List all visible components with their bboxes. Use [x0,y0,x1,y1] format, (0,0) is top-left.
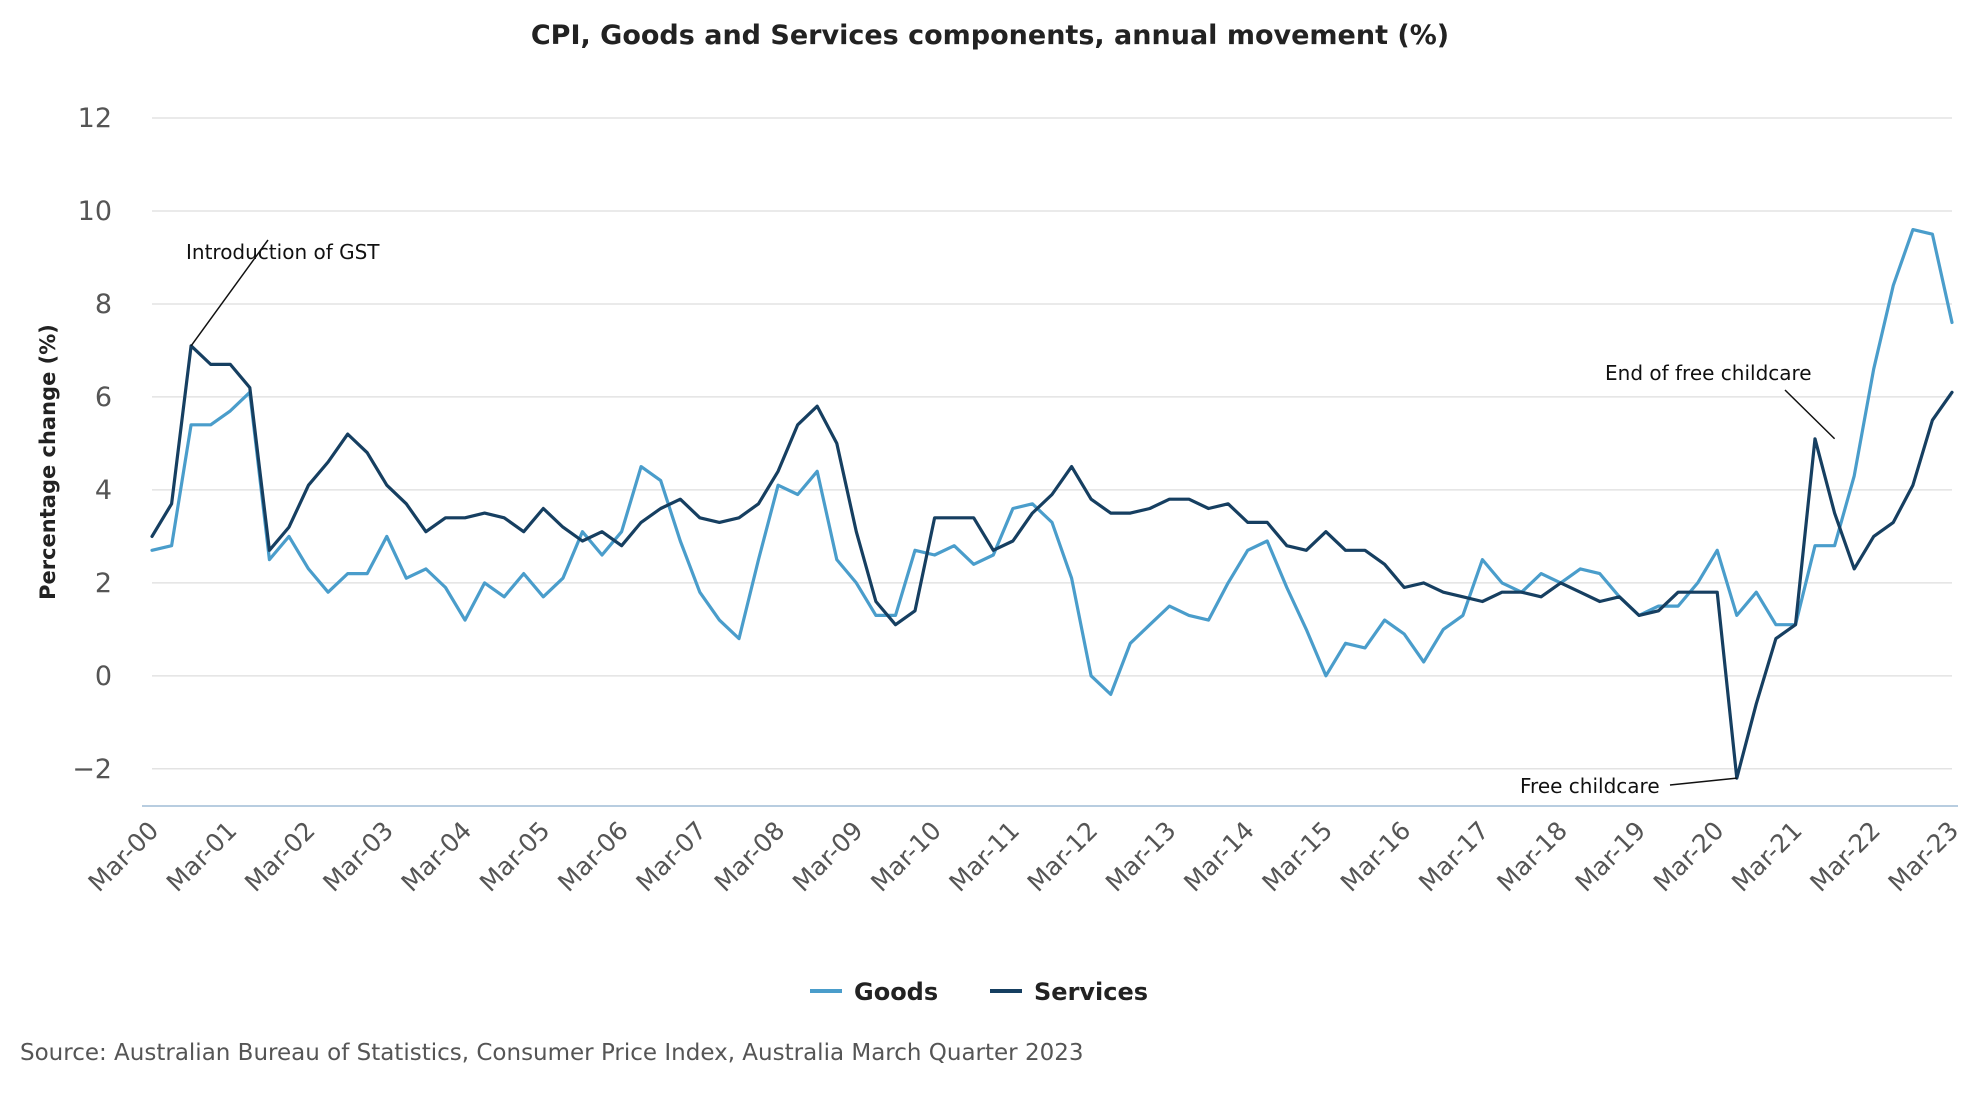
y-axis-ticks: 12 10 8 6 4 2 0 −2 [72,103,112,785]
x-tick-label: Mar-15 [1257,816,1339,898]
x-tick-label: Mar-23 [1883,816,1965,898]
x-tick-label: Mar-20 [1648,816,1730,898]
x-tick-label: Mar-10 [865,816,947,898]
x-tick-label: Mar-07 [630,816,712,898]
y-tick-label: 12 [78,103,112,134]
y-tick-label: 6 [95,382,112,413]
x-tick-label: Mar-17 [1413,816,1495,898]
x-tick-label: Mar-01 [161,816,243,898]
legend-label: Services [1034,978,1148,1006]
annotation-label: End of free childcare [1605,361,1812,385]
legend-label: Goods [854,978,938,1006]
x-tick-label: Mar-06 [552,816,634,898]
annotations: Introduction of GST End of free childcare… [186,239,1836,798]
x-tick-label: Mar-13 [1100,816,1182,898]
annotation-label: Free childcare [1520,774,1660,798]
x-tick-label: Mar-05 [474,816,556,898]
legend[interactable]: Goods Services [810,978,1148,1006]
x-tick-label: Mar-21 [1726,816,1808,898]
series-line-services [150,344,1954,780]
legend-item-services[interactable]: Services [990,978,1148,1006]
series-lines [150,228,1954,780]
x-tick-label: Mar-11 [944,816,1026,898]
y-tick-label: −2 [72,754,112,785]
series-line-goods [150,228,1954,697]
x-tick-label: Mar-12 [1022,816,1104,898]
y-axis-label: Percentage change (%) [36,324,60,600]
x-tick-label: Mar-16 [1335,816,1417,898]
annotation-leader [1784,389,1836,440]
chart-source: Source: Australian Bureau of Statistics,… [20,1040,1084,1066]
x-tick-label: Mar-08 [709,816,791,898]
y-tick-label: 8 [95,289,112,320]
annotation-label: Introduction of GST [186,240,380,264]
chart-title: CPI, Goods and Services components, annu… [530,20,1450,51]
y-tick-label: 10 [78,196,112,227]
x-tick-label: Mar-18 [1491,816,1573,898]
x-tick-label: Mar-09 [787,816,869,898]
x-tick-label: Mar-00 [83,816,165,898]
gridlines [152,117,1952,770]
x-tick-label: Mar-02 [239,816,321,898]
annotation-leader [190,239,269,347]
x-tick-label: Mar-22 [1804,816,1886,898]
annotation-leader [1669,777,1737,786]
x-axis-ticks: Mar-00Mar-01Mar-02Mar-03Mar-04Mar-05Mar-… [83,816,1965,898]
legend-item-goods[interactable]: Goods [810,978,938,1006]
x-tick-label: Mar-04 [396,816,478,898]
y-tick-label: 2 [95,568,112,599]
x-tick-label: Mar-14 [1178,816,1260,898]
y-tick-label: 0 [95,661,112,692]
y-tick-label: 4 [95,475,112,506]
x-tick-label: Mar-19 [1570,816,1652,898]
x-tick-label: Mar-03 [317,816,399,898]
